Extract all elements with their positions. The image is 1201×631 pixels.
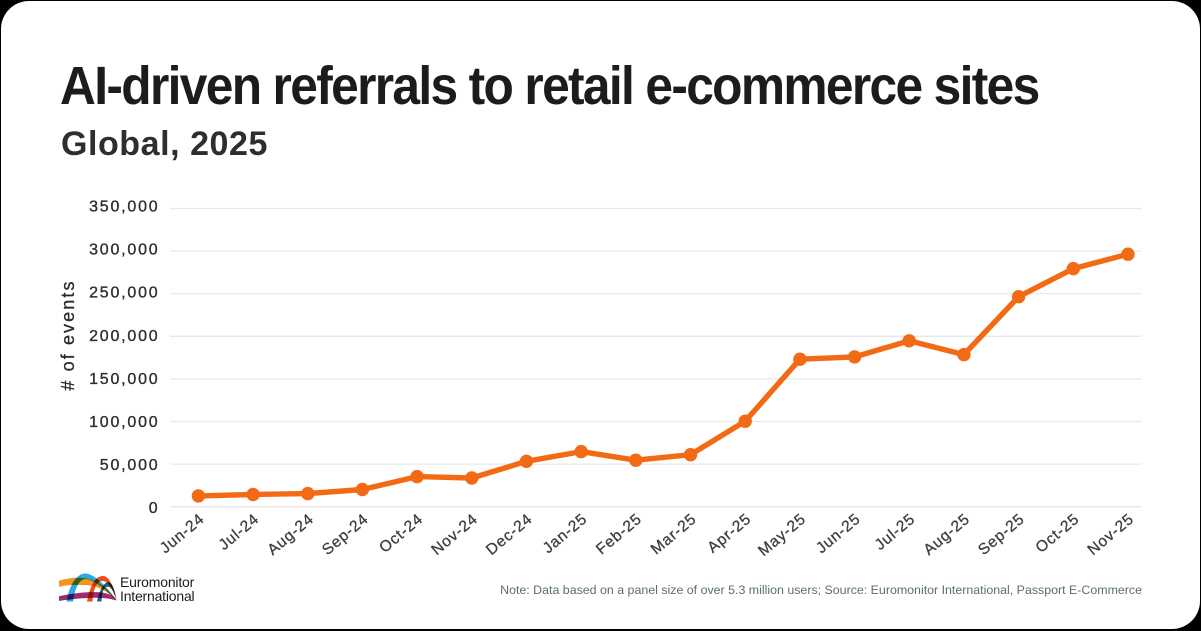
svg-text:Dec-24: Dec-24 [483,511,536,559]
svg-text:150,000: 150,000 [89,371,159,388]
svg-text:Oct-24: Oct-24 [376,511,426,557]
svg-text:Sep-24: Sep-24 [319,511,372,559]
svg-text:100,000: 100,000 [89,414,159,431]
svg-text:200,000: 200,000 [89,328,159,345]
svg-text:350,000: 350,000 [89,199,159,216]
svg-text:Jan-25: Jan-25 [540,511,591,558]
svg-text:May-25: May-25 [755,511,809,560]
svg-text:Nov-24: Nov-24 [428,511,481,559]
svg-text:Aug-25: Aug-25 [920,511,973,559]
svg-text:250,000: 250,000 [89,285,159,302]
svg-text:Sep-25: Sep-25 [975,511,1028,559]
svg-text:Mar-25: Mar-25 [648,511,700,559]
svg-text:Jul-24: Jul-24 [216,511,263,554]
svg-text:Aug-24: Aug-24 [264,511,317,559]
svg-text:Jun-25: Jun-25 [813,511,864,558]
svg-text:# of events: # of events [58,279,78,390]
svg-text:Feb-25: Feb-25 [593,511,645,559]
svg-text:Oct-25: Oct-25 [1033,511,1083,557]
svg-text:Apr-25: Apr-25 [704,511,754,557]
svg-text:Jun-24: Jun-24 [157,511,208,558]
svg-text:Nov-25: Nov-25 [1085,511,1138,559]
svg-text:0: 0 [149,500,160,517]
svg-text:300,000: 300,000 [89,242,159,259]
svg-text:Jul-25: Jul-25 [872,511,919,554]
svg-text:50,000: 50,000 [100,457,160,474]
